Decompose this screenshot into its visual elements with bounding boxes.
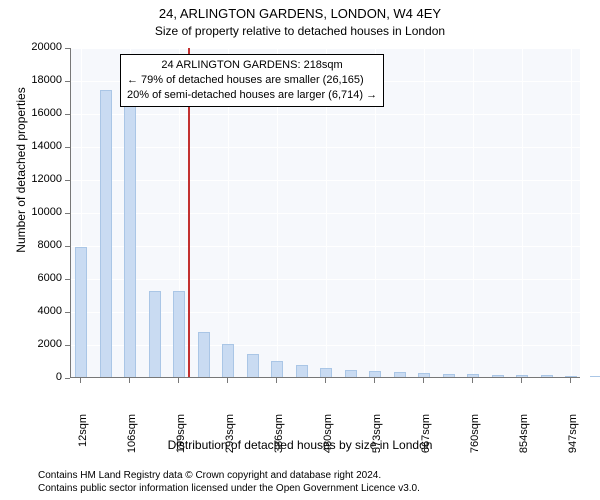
x-tick-label: 293sqm — [224, 414, 236, 467]
x-tick-label: 12sqm — [77, 414, 89, 467]
histogram-bar — [467, 374, 479, 377]
histogram-bar — [75, 247, 87, 377]
histogram-bar — [394, 372, 406, 377]
chart-title: 24, ARLINGTON GARDENS, LONDON, W4 4EY — [0, 6, 600, 21]
histogram-bar — [492, 375, 504, 377]
histogram-bar — [565, 376, 577, 377]
footer-attribution: Contains HM Land Registry data © Crown c… — [38, 470, 600, 495]
y-tick-label: 18000 — [22, 74, 62, 86]
chart-subtitle: Size of property relative to detached ho… — [0, 24, 600, 38]
x-tick-label: 947sqm — [567, 414, 579, 467]
y-tick-mark — [65, 345, 70, 346]
histogram-bar — [590, 376, 600, 377]
x-tick-label: 386sqm — [273, 414, 285, 467]
gridline-vertical — [522, 48, 523, 377]
x-tick-label: 760sqm — [469, 414, 481, 467]
footer-line-2: Contains public sector information licen… — [38, 483, 600, 496]
y-tick-mark — [65, 81, 70, 82]
annotation-line: 24 ARLINGTON GARDENS: 218sqm — [127, 58, 377, 73]
x-tick-mark — [374, 378, 375, 383]
x-tick-mark — [521, 378, 522, 383]
y-tick-label: 8000 — [22, 239, 62, 251]
footer-line-1: Contains HM Land Registry data © Crown c… — [38, 470, 600, 483]
y-tick-label: 2000 — [22, 338, 62, 350]
histogram-bar — [516, 375, 528, 377]
y-tick-label: 20000 — [22, 41, 62, 53]
annotation-line: ← 79% of detached houses are smaller (26… — [127, 73, 377, 88]
y-tick-label: 6000 — [22, 272, 62, 284]
histogram-bar — [369, 371, 381, 377]
y-tick-label: 10000 — [22, 206, 62, 218]
y-tick-mark — [65, 114, 70, 115]
x-tick-mark — [423, 378, 424, 383]
histogram-bar — [345, 370, 357, 377]
x-tick-mark — [325, 378, 326, 383]
histogram-bar — [173, 291, 185, 377]
x-tick-label: 106sqm — [126, 414, 138, 467]
x-tick-mark — [80, 378, 81, 383]
y-tick-mark — [65, 213, 70, 214]
y-tick-mark — [65, 147, 70, 148]
annotation-box: 24 ARLINGTON GARDENS: 218sqm← 79% of det… — [120, 54, 384, 107]
y-tick-mark — [65, 279, 70, 280]
gridline-vertical — [473, 48, 474, 377]
y-tick-label: 14000 — [22, 140, 62, 152]
y-tick-label: 0 — [22, 371, 62, 383]
y-tick-mark — [65, 246, 70, 247]
x-axis-label: Distribution of detached houses by size … — [0, 438, 600, 452]
histogram-bar — [149, 291, 161, 377]
x-tick-label: 667sqm — [420, 414, 432, 467]
y-tick-mark — [65, 48, 70, 49]
y-tick-label: 12000 — [22, 173, 62, 185]
histogram-bar — [100, 90, 112, 377]
y-tick-label: 4000 — [22, 305, 62, 317]
x-tick-label: 199sqm — [175, 414, 187, 467]
x-tick-label: 573sqm — [371, 414, 383, 467]
histogram-bar — [124, 98, 136, 377]
histogram-bar — [271, 361, 283, 378]
gridline-vertical — [571, 48, 572, 377]
x-tick-mark — [129, 378, 130, 383]
annotation-line: 20% of semi-detached houses are larger (… — [127, 88, 377, 103]
x-tick-mark — [472, 378, 473, 383]
x-tick-mark — [570, 378, 571, 383]
gridline-vertical — [424, 48, 425, 377]
y-tick-mark — [65, 180, 70, 181]
histogram-bar — [198, 332, 210, 377]
x-tick-label: 854sqm — [518, 414, 530, 467]
histogram-bar — [222, 344, 234, 377]
y-tick-mark — [65, 378, 70, 379]
x-tick-label: 480sqm — [322, 414, 334, 467]
histogram-bar — [443, 374, 455, 377]
x-tick-mark — [178, 378, 179, 383]
x-tick-mark — [227, 378, 228, 383]
histogram-bar — [541, 375, 553, 377]
histogram-bar — [320, 368, 332, 377]
histogram-bar — [296, 365, 308, 377]
y-tick-label: 16000 — [22, 107, 62, 119]
histogram-bar — [418, 373, 430, 377]
x-tick-mark — [276, 378, 277, 383]
histogram-bar — [247, 354, 259, 377]
y-tick-mark — [65, 312, 70, 313]
